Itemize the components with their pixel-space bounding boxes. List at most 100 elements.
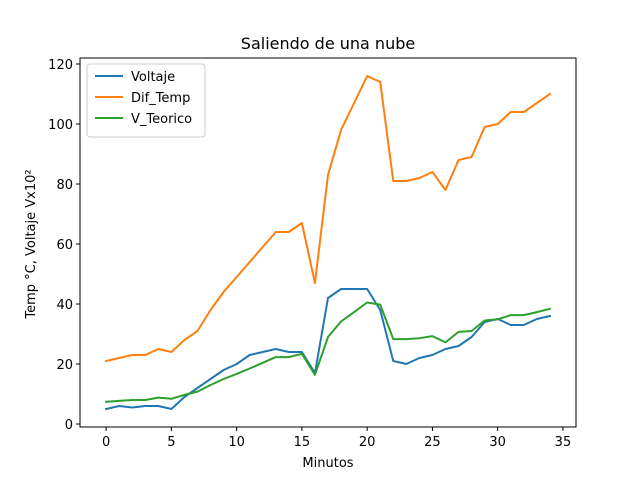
- legend-label-dif-temp: Dif_Temp: [131, 91, 190, 106]
- data-point-dif-temp: [327, 174, 329, 176]
- series-line-dif-temp: [104, 75, 552, 363]
- legend-label-voltaje: Voltaje: [131, 70, 175, 85]
- data-point-voltaje: [418, 357, 420, 359]
- y-tick-label: 40: [56, 298, 73, 313]
- data-point-v-teorico: [196, 391, 198, 393]
- y-tick-label: 100: [48, 118, 73, 133]
- data-point-v-teorico: [510, 314, 512, 316]
- data-point-v-teorico: [484, 320, 486, 322]
- data-point-voltaje: [379, 309, 381, 311]
- data-point-dif-temp: [340, 129, 342, 131]
- data-point-dif-temp: [405, 180, 407, 182]
- data-point-v-teorico: [458, 331, 460, 333]
- data-point-voltaje: [366, 288, 368, 290]
- data-point-v-teorico: [353, 311, 355, 313]
- data-point-dif-temp: [236, 276, 238, 278]
- series-line-v-teorico: [105, 301, 552, 403]
- data-point-v-teorico: [471, 330, 473, 332]
- x-tick-label: 5: [167, 435, 175, 450]
- data-point-dif-temp: [366, 75, 368, 77]
- data-point-dif-temp: [210, 309, 212, 311]
- data-point-dif-temp: [549, 93, 551, 95]
- x-tick-label: 35: [555, 435, 572, 450]
- data-point-dif-temp: [105, 360, 107, 362]
- data-point-voltaje: [431, 354, 433, 356]
- data-point-dif-temp: [431, 171, 433, 173]
- data-point-dif-temp: [118, 357, 120, 359]
- data-point-v-teorico: [536, 311, 538, 313]
- data-point-dif-temp: [183, 339, 185, 341]
- y-tick-label: 120: [48, 58, 73, 73]
- data-point-v-teorico: [144, 399, 146, 401]
- data-point-v-teorico: [379, 304, 381, 306]
- data-point-voltaje: [105, 408, 107, 410]
- data-point-v-teorico: [444, 341, 446, 343]
- data-point-v-teorico: [366, 302, 368, 304]
- data-point-v-teorico: [327, 336, 329, 338]
- data-point-v-teorico: [170, 398, 172, 400]
- data-point-v-teorico: [418, 337, 420, 339]
- data-point-v-teorico: [118, 400, 120, 402]
- data-point-voltaje: [288, 351, 290, 353]
- data-point-voltaje: [236, 363, 238, 365]
- data-point-voltaje: [275, 348, 277, 350]
- data-point-dif-temp: [392, 180, 394, 182]
- data-point-v-teorico: [301, 353, 303, 355]
- x-tick-label: 15: [294, 435, 311, 450]
- data-point-voltaje: [340, 288, 342, 290]
- data-point-dif-temp: [157, 348, 159, 350]
- data-point-voltaje: [183, 396, 185, 398]
- data-point-voltaje: [210, 378, 212, 380]
- data-point-dif-temp: [444, 189, 446, 191]
- data-point-dif-temp: [418, 177, 420, 179]
- data-point-v-teorico: [183, 394, 185, 396]
- x-tick-label: 30: [489, 435, 506, 450]
- legend-label-v-teorico: V_Teorico: [131, 112, 192, 127]
- y-axis-label: Temp °C, Voltaje Vx10²: [24, 169, 39, 319]
- data-point-v-teorico: [340, 320, 342, 322]
- data-point-voltaje: [327, 297, 329, 299]
- series-line-voltaje: [104, 288, 552, 411]
- data-point-v-teorico: [288, 356, 290, 358]
- data-point-voltaje: [157, 405, 159, 407]
- data-point-voltaje: [444, 348, 446, 350]
- data-point-v-teorico: [236, 373, 238, 375]
- data-point-dif-temp: [484, 126, 486, 128]
- data-point-voltaje: [118, 405, 120, 407]
- data-point-dif-temp: [471, 156, 473, 158]
- data-point-dif-temp: [510, 111, 512, 113]
- data-point-v-teorico: [392, 338, 394, 340]
- series-layer: [104, 75, 552, 411]
- x-tick-label: 25: [424, 435, 441, 450]
- chart-title: Saliendo de una nube: [241, 34, 415, 53]
- x-tick-label: 0: [102, 435, 110, 450]
- data-point-v-teorico: [314, 374, 316, 376]
- plot-frame: [79, 57, 577, 428]
- data-point-dif-temp: [131, 354, 133, 356]
- data-point-dif-temp: [301, 222, 303, 224]
- series-dif-temp: [104, 75, 552, 363]
- data-point-voltaje: [170, 408, 172, 410]
- data-point-voltaje: [353, 288, 355, 290]
- series-v-teorico: [105, 301, 552, 403]
- data-point-dif-temp: [170, 351, 172, 353]
- data-point-v-teorico: [275, 356, 277, 358]
- x-axis-label: Minutos: [302, 456, 353, 471]
- data-point-dif-temp: [353, 102, 355, 104]
- data-point-v-teorico: [105, 401, 107, 403]
- data-point-v-teorico: [523, 314, 525, 316]
- series-voltaje: [104, 288, 552, 411]
- data-point-v-teorico: [157, 397, 159, 399]
- data-point-voltaje: [249, 354, 251, 356]
- data-point-dif-temp: [262, 246, 264, 248]
- data-point-voltaje: [536, 318, 538, 320]
- data-point-voltaje: [510, 324, 512, 326]
- data-point-voltaje: [262, 351, 264, 353]
- data-point-voltaje: [523, 324, 525, 326]
- data-point-v-teorico: [549, 308, 551, 310]
- y-tick-label: 80: [56, 178, 73, 193]
- data-point-dif-temp: [144, 354, 146, 356]
- data-point-dif-temp: [196, 330, 198, 332]
- data-point-v-teorico: [249, 368, 251, 370]
